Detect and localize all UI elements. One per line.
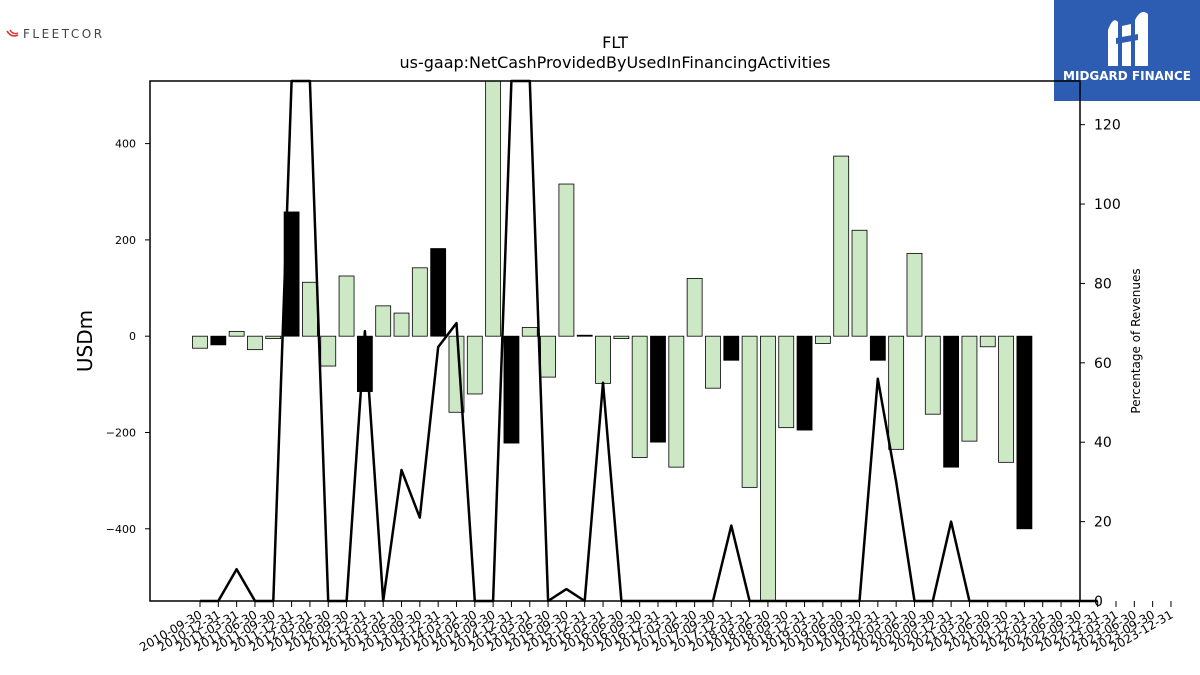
y2-tick-label: 0	[1094, 594, 1103, 610]
bar	[1016, 335, 1033, 530]
bar	[393, 312, 410, 337]
y-tick-label: 0	[129, 330, 136, 343]
bar	[668, 335, 685, 468]
y-tick-label: 200	[115, 234, 136, 247]
bar	[979, 335, 996, 348]
bar	[521, 327, 538, 337]
bar	[613, 335, 630, 339]
bar	[210, 335, 227, 346]
midgard-finance-logo: MIDGARD FINANCE	[1054, 0, 1200, 101]
bar	[503, 335, 520, 444]
fleetcor-logo: FLEETCOR	[6, 27, 105, 41]
chart-title: FLT	[602, 33, 628, 52]
bar	[851, 229, 868, 337]
bar	[833, 155, 850, 337]
bar	[723, 335, 740, 361]
bar	[247, 335, 263, 351]
bar	[869, 335, 886, 361]
bar	[375, 305, 392, 337]
bar	[466, 335, 483, 395]
y2-tick-label: 80	[1094, 276, 1112, 292]
bar	[320, 335, 337, 367]
y2-axis-ticks: 0 20 40 60 80 100 120	[1080, 118, 1121, 610]
bar	[961, 335, 978, 442]
y2-tick-label: 60	[1094, 356, 1112, 372]
bar	[631, 335, 648, 458]
bar	[741, 335, 758, 488]
y-tick-label: −400	[106, 523, 136, 536]
y2-tick-label: 100	[1094, 197, 1121, 213]
company-name: FLEETCOR	[23, 27, 105, 41]
bar	[265, 335, 282, 339]
bar	[540, 335, 556, 378]
y2-axis-label: Percentage of Revenues	[1129, 268, 1143, 413]
plot-frame	[149, 80, 1081, 602]
bar	[411, 267, 428, 337]
midgard-mark-icon	[1108, 12, 1148, 66]
bar	[814, 335, 831, 344]
bar	[485, 80, 502, 337]
bar	[888, 335, 905, 450]
x-axis-ticks: 2010-09-302010-12-312011-03-312011-06-30…	[137, 601, 1175, 654]
bar	[595, 335, 611, 384]
y-tick-label: 400	[115, 138, 136, 151]
bar	[906, 252, 923, 337]
bar	[778, 335, 795, 429]
bar	[650, 335, 666, 443]
y2-tick-label: 40	[1094, 435, 1112, 451]
bar	[796, 335, 813, 431]
bar	[924, 335, 941, 415]
fleetcor-mark-icon	[6, 29, 19, 37]
y-axis-label: USDm	[73, 310, 97, 372]
brand-name: MIDGARD FINANCE	[1063, 69, 1191, 83]
bar	[338, 275, 355, 337]
y-axis-ticks: −400 −200 0 200 400	[106, 138, 150, 536]
bar	[998, 335, 1014, 463]
bar	[228, 330, 245, 337]
bar	[943, 335, 960, 468]
bar	[576, 334, 593, 337]
bar	[705, 335, 721, 389]
bar	[686, 278, 703, 337]
y2-tick-label: 20	[1094, 515, 1112, 531]
bar	[192, 335, 208, 349]
y2-tick-label: 120	[1094, 118, 1121, 134]
bar	[760, 335, 776, 602]
bar	[430, 248, 447, 337]
bar	[302, 281, 318, 337]
chart-subtitle: us-gaap:NetCashProvidedByUsedInFinancing…	[399, 53, 830, 72]
y-tick-label: −200	[106, 426, 136, 439]
bar	[558, 183, 575, 337]
